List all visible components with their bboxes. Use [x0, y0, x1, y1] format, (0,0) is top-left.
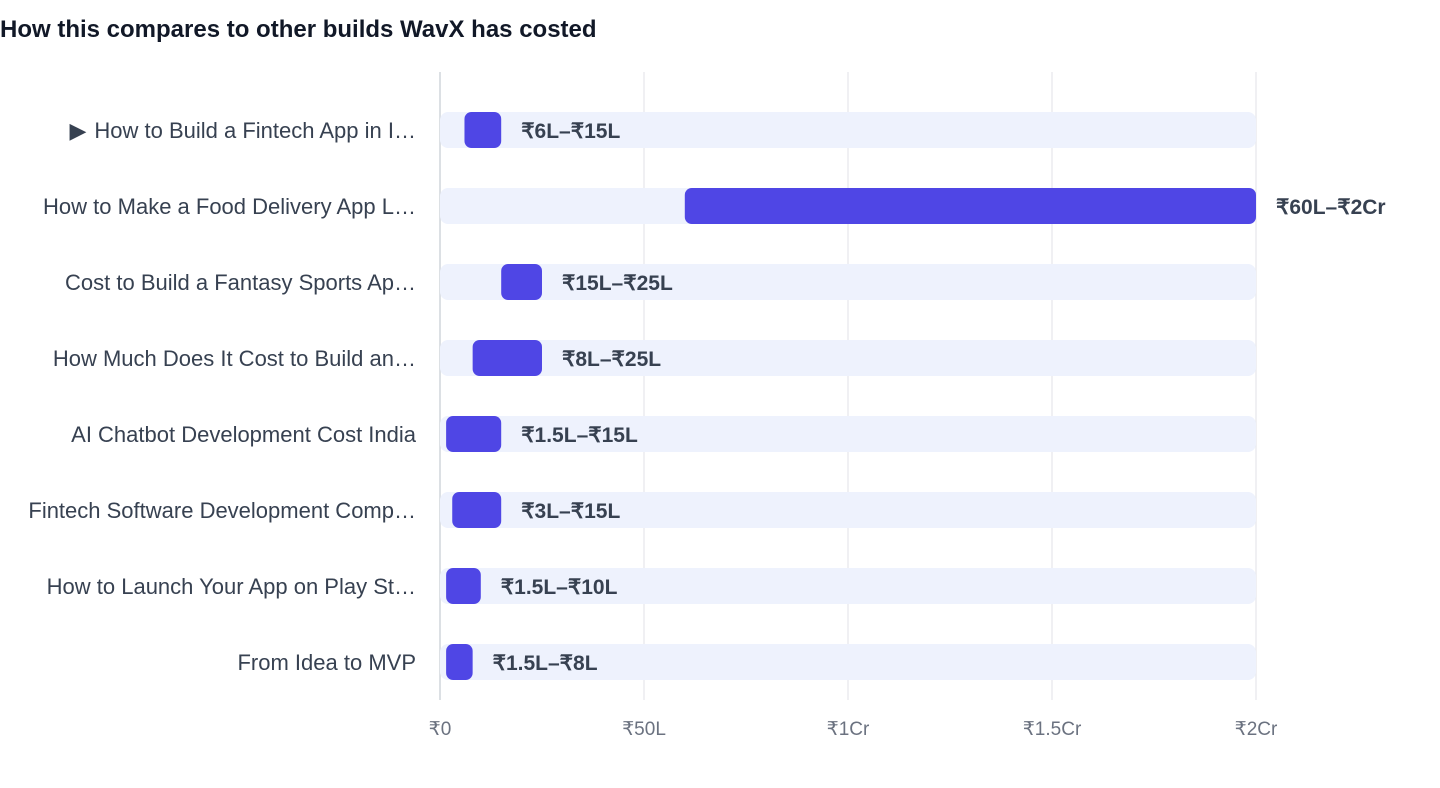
x-tick-label: ₹2Cr: [1235, 719, 1278, 740]
bar-track: [440, 340, 1256, 376]
bar-value-label: ₹1.5L–₹10L: [501, 576, 618, 599]
category-label: Fintech Software Development Comp…: [28, 498, 416, 523]
category-label: How to Build a Fintech App in I…: [94, 118, 416, 143]
chart-row[interactable]: ₹3L–₹15L Fintech Software Development Com…: [28, 492, 1256, 528]
chart-row[interactable]: ₹1.5L–₹10L How to Launch Your App on Play…: [47, 568, 1256, 604]
bar-value-label: ₹60L–₹2Cr: [1276, 196, 1386, 219]
x-tick-label: ₹1.5Cr: [1023, 719, 1082, 740]
range-bar[interactable]: [446, 416, 502, 452]
bar-track: [440, 568, 1256, 604]
chart-row[interactable]: ₹1.5L–₹8L From Idea to MVP: [237, 644, 1256, 680]
category-label: How Much Does It Cost to Build an…: [53, 346, 416, 371]
grid-lines: [439, 72, 1257, 700]
range-bar[interactable]: [452, 492, 502, 528]
bar-value-label: ₹3L–₹15L: [521, 500, 620, 523]
bar-value-label: ₹15L–₹25L: [562, 272, 673, 295]
bar-track: [440, 644, 1256, 680]
x-axis: ₹0 ₹50L ₹1Cr ₹1.5Cr ₹2Cr: [429, 719, 1278, 740]
range-bar[interactable]: [684, 188, 1256, 224]
chart-row[interactable]: ₹1.5L–₹15L AI Chatbot Development Cost In…: [71, 416, 1256, 452]
category-label: How to Launch Your App on Play St…: [47, 574, 416, 599]
category-label: Cost to Build a Fantasy Sports Ap…: [65, 270, 416, 295]
chart-title: How this compares to other builds WavX h…: [0, 16, 597, 43]
range-bar[interactable]: [501, 264, 542, 300]
range-bar[interactable]: [464, 112, 502, 148]
range-bar[interactable]: [446, 568, 481, 604]
bar-track: [440, 112, 1256, 148]
bar-track: [440, 416, 1256, 452]
x-tick-label: ₹0: [429, 719, 452, 740]
current-item-marker-icon: ▶: [69, 118, 86, 143]
bar-track: [440, 264, 1256, 300]
bar-value-label: ₹1.5L–₹8L: [493, 652, 598, 675]
bar-value-label: ₹6L–₹15L: [521, 120, 620, 143]
chart-row[interactable]: ₹6L–₹15L How to Build a Fintech App in I……: [69, 112, 1256, 148]
chart-rows: ₹6L–₹15L How to Build a Fintech App in I……: [28, 112, 1386, 680]
bar-track: [440, 492, 1256, 528]
x-tick-label: ₹50L: [622, 719, 666, 740]
bar-value-label: ₹1.5L–₹15L: [521, 424, 638, 447]
category-label: From Idea to MVP: [237, 650, 416, 675]
category-label: How to Make a Food Delivery App L…: [43, 194, 416, 219]
x-tick-label: ₹1Cr: [827, 719, 870, 740]
range-bar[interactable]: [472, 340, 542, 376]
range-bar[interactable]: [446, 644, 473, 680]
category-label: AI Chatbot Development Cost India: [71, 422, 417, 447]
chart-row[interactable]: ₹60L–₹2Cr How to Make a Food Delivery App…: [43, 188, 1386, 224]
bar-value-label: ₹8L–₹25L: [562, 348, 661, 371]
chart-row[interactable]: ₹8L–₹25L How Much Does It Cost to Build a…: [53, 340, 1256, 376]
chart-row[interactable]: ₹15L–₹25L Cost to Build a Fantasy Sports …: [65, 264, 1256, 300]
